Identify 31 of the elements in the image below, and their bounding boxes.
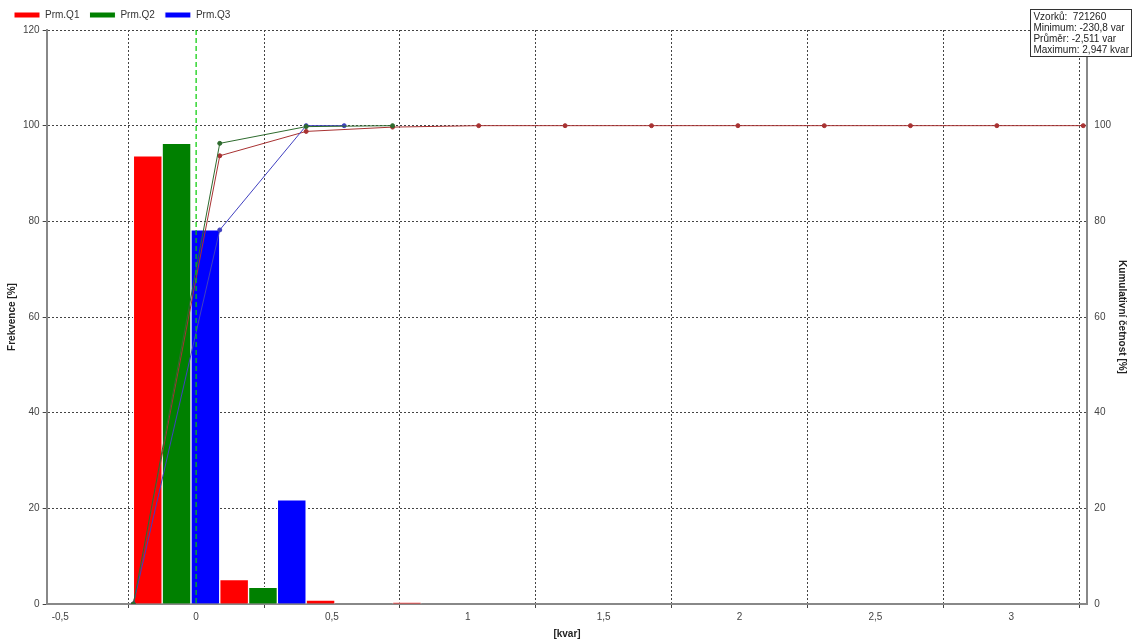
annotation: Průměr: -2,511 var — [1033, 33, 1118, 44]
x-tick-label: 0,5 — [325, 610, 340, 622]
x-tick-label: -0,5 — [51, 610, 70, 622]
y-tick-label: 0 — [34, 597, 41, 609]
y2-tick-label: 0 — [1094, 597, 1101, 609]
legend-label: Prm.Q3 — [195, 8, 231, 20]
x-tick-label: 2 — [736, 610, 743, 622]
legend-label: Prm.Q2 — [120, 8, 156, 20]
x-tick-label: 3 — [1008, 610, 1015, 622]
y2-tick-label: 40 — [1094, 406, 1106, 418]
annotation: Minimum: -230,8 var — [1033, 22, 1126, 33]
y2-tick-label: 60 — [1094, 310, 1106, 322]
y-tick-label: 80 — [28, 215, 41, 227]
y-tick-label: 20 — [28, 502, 41, 514]
legend-label: Prm.Q1 — [45, 8, 80, 20]
y2-tick-label: 20 — [1094, 502, 1106, 514]
y-tick-label: 40 — [28, 406, 41, 418]
y2-tick-label: 80 — [1094, 215, 1106, 227]
y-tick-label: 100 — [23, 119, 41, 131]
x-tick-label: 0 — [193, 610, 200, 622]
x-tick-label: 1 — [465, 610, 472, 622]
x-tick-label: 1,5 — [596, 610, 612, 622]
annotation: Maximum: 2,947 kvar — [1033, 44, 1129, 55]
y-tick-label: 60 — [28, 310, 41, 322]
y2-tick-label: 100 — [1094, 119, 1112, 131]
text: Vzorků: 721260 — [1033, 11, 1108, 22]
x-tick-label: 2,5 — [868, 610, 883, 622]
y-axis-title: Frekvence [%] — [5, 283, 17, 351]
y2-axis-title: Kumulativní četnost [%] — [1117, 260, 1129, 374]
y-tick-label: 120 — [23, 23, 41, 35]
x-axis-title: [kvar] — [553, 627, 581, 639]
